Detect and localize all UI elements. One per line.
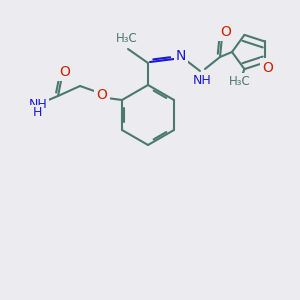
Text: O: O (97, 88, 107, 102)
Text: NH: NH (193, 74, 211, 86)
Text: O: O (60, 65, 70, 79)
Text: NH: NH (28, 98, 47, 110)
Text: N: N (176, 49, 186, 63)
Text: H₃C: H₃C (116, 32, 138, 46)
Text: H₃C: H₃C (229, 75, 250, 88)
Text: O: O (262, 61, 273, 75)
Text: H: H (32, 106, 42, 119)
Text: O: O (220, 25, 231, 39)
